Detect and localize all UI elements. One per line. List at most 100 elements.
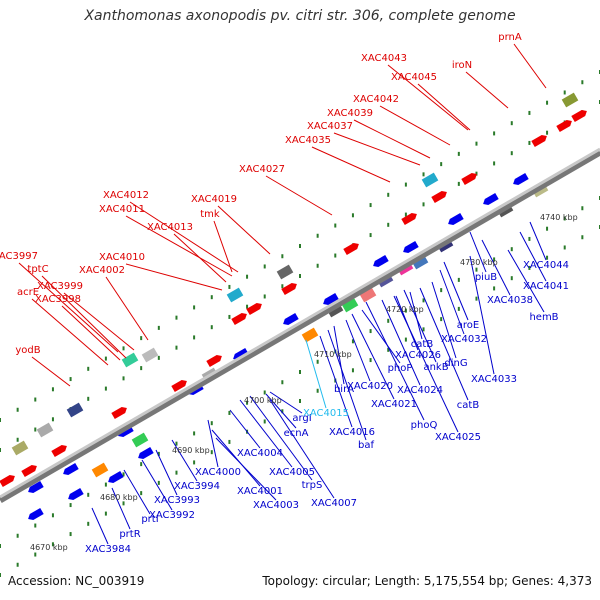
tick-mark xyxy=(34,552,37,557)
tick-mark xyxy=(140,366,143,371)
leader-line xyxy=(469,255,495,375)
tick-mark xyxy=(422,172,425,177)
gene-label-forward: tptC xyxy=(27,264,48,275)
tick-mark xyxy=(387,222,390,227)
tick-mark xyxy=(563,245,566,250)
gene-label-forward: XAC4013 xyxy=(147,222,193,233)
scale-label: 4740 kbp xyxy=(540,213,578,222)
tick-mark xyxy=(87,366,90,371)
forward-gene-arrow xyxy=(231,313,247,325)
tick-mark xyxy=(246,304,249,309)
leader-line xyxy=(361,309,401,364)
leader-line xyxy=(111,487,131,530)
gene-label-reverse: piuB xyxy=(475,272,497,283)
tick-mark xyxy=(175,315,178,320)
tick-mark xyxy=(122,346,125,351)
leader-line xyxy=(443,261,469,321)
reverse-gene-arrow xyxy=(63,463,79,475)
tick-mark xyxy=(263,294,266,299)
leader-line xyxy=(365,301,425,421)
tick-mark xyxy=(369,329,372,334)
scale-label: 4700 kbp xyxy=(244,396,282,405)
backbone-highlight xyxy=(0,147,600,499)
gene-label-reverse: prtR xyxy=(119,529,140,540)
forward-gene-arrow xyxy=(51,445,67,457)
tick-mark xyxy=(193,431,196,436)
leader-line xyxy=(123,469,151,515)
gene-label-reverse: XAC4038 xyxy=(487,295,533,306)
gene-box xyxy=(276,264,294,280)
leader-line xyxy=(351,313,395,400)
tick-mark xyxy=(104,511,107,516)
tick-mark xyxy=(563,90,566,95)
leader-line xyxy=(311,146,391,183)
tick-mark xyxy=(457,151,460,156)
tick-mark xyxy=(51,387,54,392)
leader-line xyxy=(327,329,367,441)
reverse-gene-arrow xyxy=(28,481,44,493)
leader-line xyxy=(333,132,421,166)
tick-mark xyxy=(16,533,19,538)
tick-mark xyxy=(475,171,478,176)
tick-mark xyxy=(122,501,125,506)
leader-line xyxy=(417,83,471,131)
leader-line xyxy=(239,399,293,468)
reverse-gene-arrow xyxy=(283,313,299,325)
genome-backbone xyxy=(0,147,600,504)
genome-summary-text: Topology: circular; Length: 5,175,554 bp… xyxy=(262,574,592,588)
forward-gene-arrow xyxy=(531,135,547,147)
tick-mark xyxy=(546,130,549,135)
tick-mark xyxy=(493,131,496,136)
tick-mark xyxy=(404,337,407,342)
gene-label-reverse: XAC4021 xyxy=(371,399,417,410)
tick-mark xyxy=(493,286,496,291)
leader-line xyxy=(217,205,271,255)
gene-label-reverse: XAC4032 xyxy=(441,334,487,345)
tick-mark xyxy=(387,347,390,352)
leader-line xyxy=(519,231,547,282)
gene-label-reverse: XAC4015 xyxy=(303,408,349,419)
tick-mark xyxy=(122,376,125,381)
leader-line xyxy=(105,276,149,341)
tick-mark xyxy=(263,264,266,269)
tick-mark xyxy=(34,397,37,402)
gene-label-reverse: XAC4020 xyxy=(347,381,393,392)
leader-line xyxy=(31,298,109,366)
tick-mark xyxy=(157,451,160,456)
tick-mark xyxy=(210,450,213,455)
gene-label-reverse: catB xyxy=(457,400,480,411)
leader-line xyxy=(171,439,198,482)
tick-mark xyxy=(122,472,125,477)
leader-line xyxy=(395,295,419,351)
leader-line xyxy=(207,419,219,468)
tick-mark xyxy=(316,263,319,268)
forward-gene-arrow xyxy=(556,120,572,132)
tick-mark xyxy=(404,308,407,313)
forward-gene-arrow xyxy=(206,355,222,367)
leader-line xyxy=(529,221,547,261)
gene-box xyxy=(91,462,109,478)
leader-line xyxy=(381,299,421,386)
tick-mark xyxy=(281,409,284,414)
tick-mark xyxy=(210,325,213,330)
gene-label-forward: XAC4042 xyxy=(353,94,399,105)
leader-line xyxy=(465,71,509,109)
leader-line xyxy=(507,249,545,313)
tick-mark xyxy=(546,255,549,260)
gene-label-forward: XAC4027 xyxy=(239,164,285,175)
gene-box xyxy=(36,422,54,438)
tick-mark xyxy=(457,277,460,282)
forward-gene-arrow xyxy=(571,110,587,122)
gene-label-reverse: XAC3994 xyxy=(174,481,220,492)
scale-label: 4690 kbp xyxy=(172,446,210,455)
tick-mark xyxy=(228,314,231,319)
tick-mark xyxy=(140,336,143,341)
gene-label-reverse: catB xyxy=(411,339,434,350)
leader-line xyxy=(61,305,121,361)
gene-label-reverse: baf xyxy=(358,440,374,451)
gene-label-reverse: XAC4001 xyxy=(237,486,283,497)
leader-line xyxy=(63,292,135,351)
